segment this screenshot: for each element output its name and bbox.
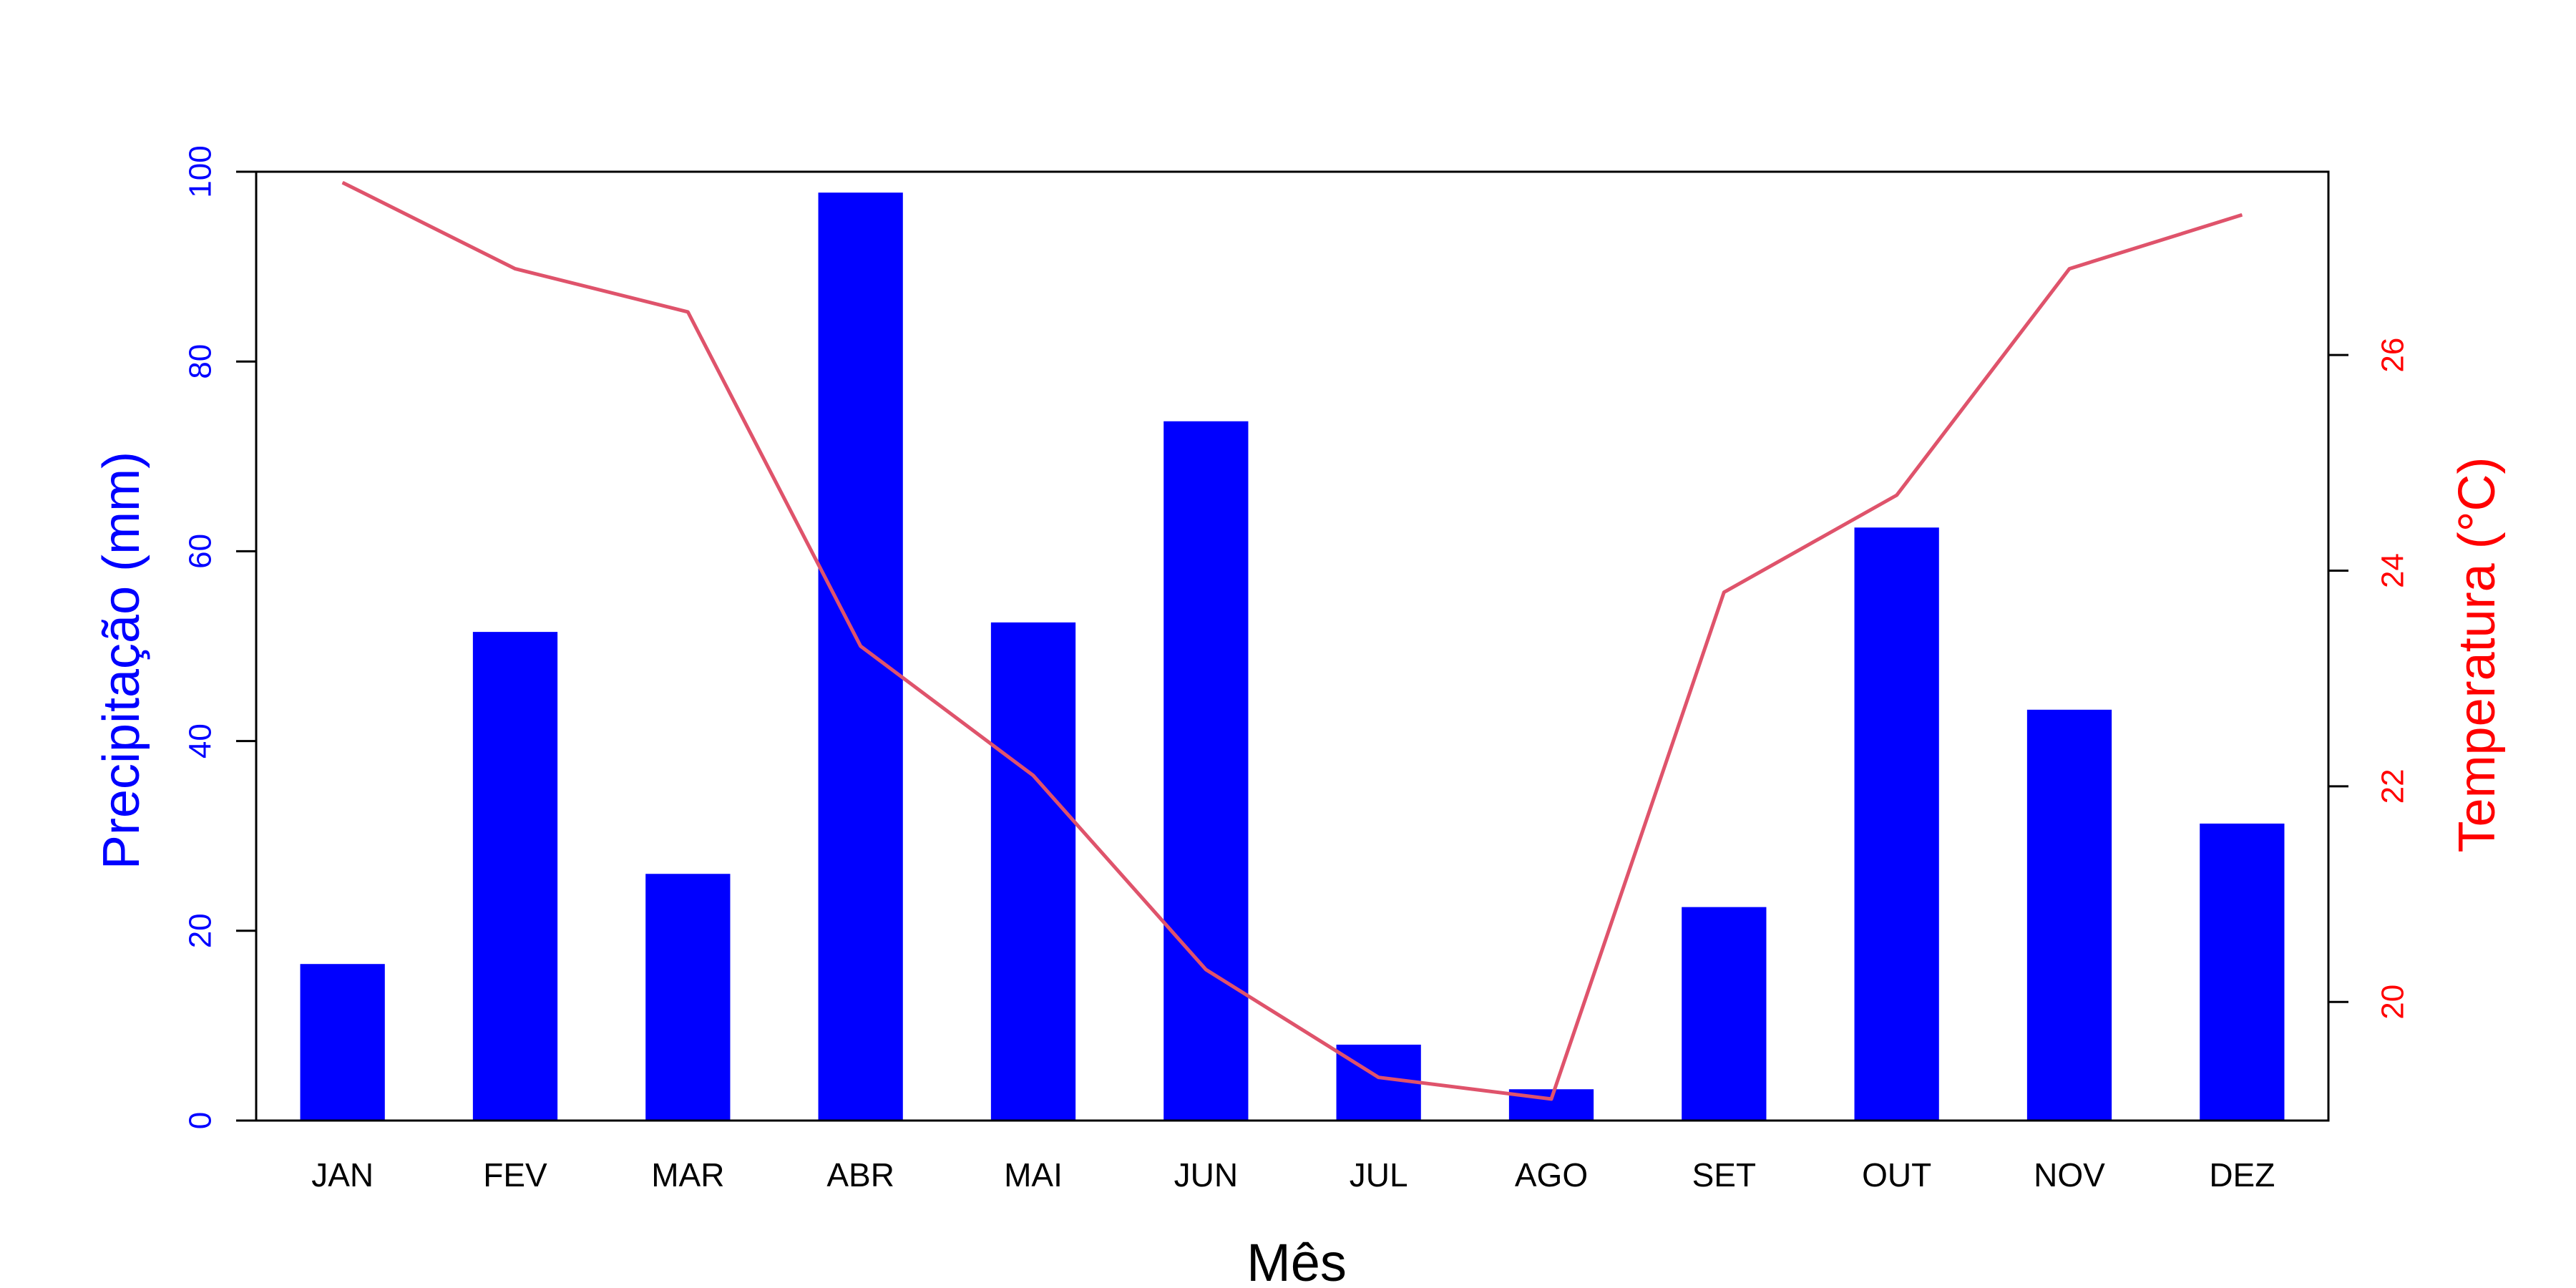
precipitation-bar-jan [300,964,385,1121]
temperature-point-jan [342,182,343,183]
temperature-line-layer [341,180,2243,1101]
precipitation-bar-fev [472,632,558,1121]
precipitation-bar-nov [2026,709,2112,1121]
precipitation-bar-abr [818,192,903,1121]
category-label-jan: JAN [311,1156,374,1194]
category-label-jun: JUN [1174,1156,1238,1194]
right-tick-label: 26 [2376,338,2411,373]
left-tick-label: 0 [183,1112,218,1129]
x-axis-title: Mês [1246,1233,1347,1288]
precipitation-bar-mar [645,874,731,1121]
temperature-line [341,180,2243,1101]
right-axis-title: Temperatura (°C) [2449,457,2506,853]
precipitation-bar-set [1682,907,1767,1121]
temperature-point-nov [2069,268,2070,270]
category-label-nov: NOV [2034,1156,2105,1194]
bars-layer [300,192,2285,1121]
category-label-mar: MAR [651,1156,724,1194]
precipitation-bar-out [1854,527,1939,1121]
temperature-point-mai [1033,775,1034,776]
left-tick-label: 20 [183,913,218,948]
left-axis-title: Precipitação (mm) [93,452,150,869]
temperature-point-ago [1551,1098,1552,1100]
category-label-abr: ABR [826,1156,894,1194]
category-axis: JAN FEV MAR ABR MAI JUN JUL AGO SET OUT NOV DEZ [311,1156,2275,1194]
category-label-mai: MAI [1004,1156,1063,1194]
precipitation-bar-dez [2200,823,2285,1121]
left-tick-label: 80 [183,344,218,379]
precipitation-bar-mai [990,622,1076,1121]
category-label-set: SET [1692,1156,1756,1194]
right-tick-label: 22 [2376,769,2411,804]
category-label-dez: DEZ [2209,1156,2275,1194]
temperature-point-fev [514,268,516,270]
right-tick-label: 20 [2376,985,2411,1020]
left-axis: 0 20 40 60 80 100 [183,145,258,1129]
category-label-jul: JUL [1350,1156,1408,1194]
right-axis: 20 22 24 26 [2328,338,2411,1020]
right-tick-label: 24 [2376,553,2411,588]
left-tick-label: 60 [183,534,218,569]
left-tick-label: 40 [183,723,218,758]
temperature-point-jul [1378,1077,1380,1078]
temperature-point-abr [860,645,862,647]
category-label-fev: FEV [483,1156,547,1194]
precipitation-bar-jun [1163,421,1249,1121]
category-label-out: OUT [1862,1156,1931,1194]
temperature-point-out [1896,494,1898,496]
category-label-ago: AGO [1515,1156,1588,1194]
left-tick-label: 100 [183,145,218,197]
